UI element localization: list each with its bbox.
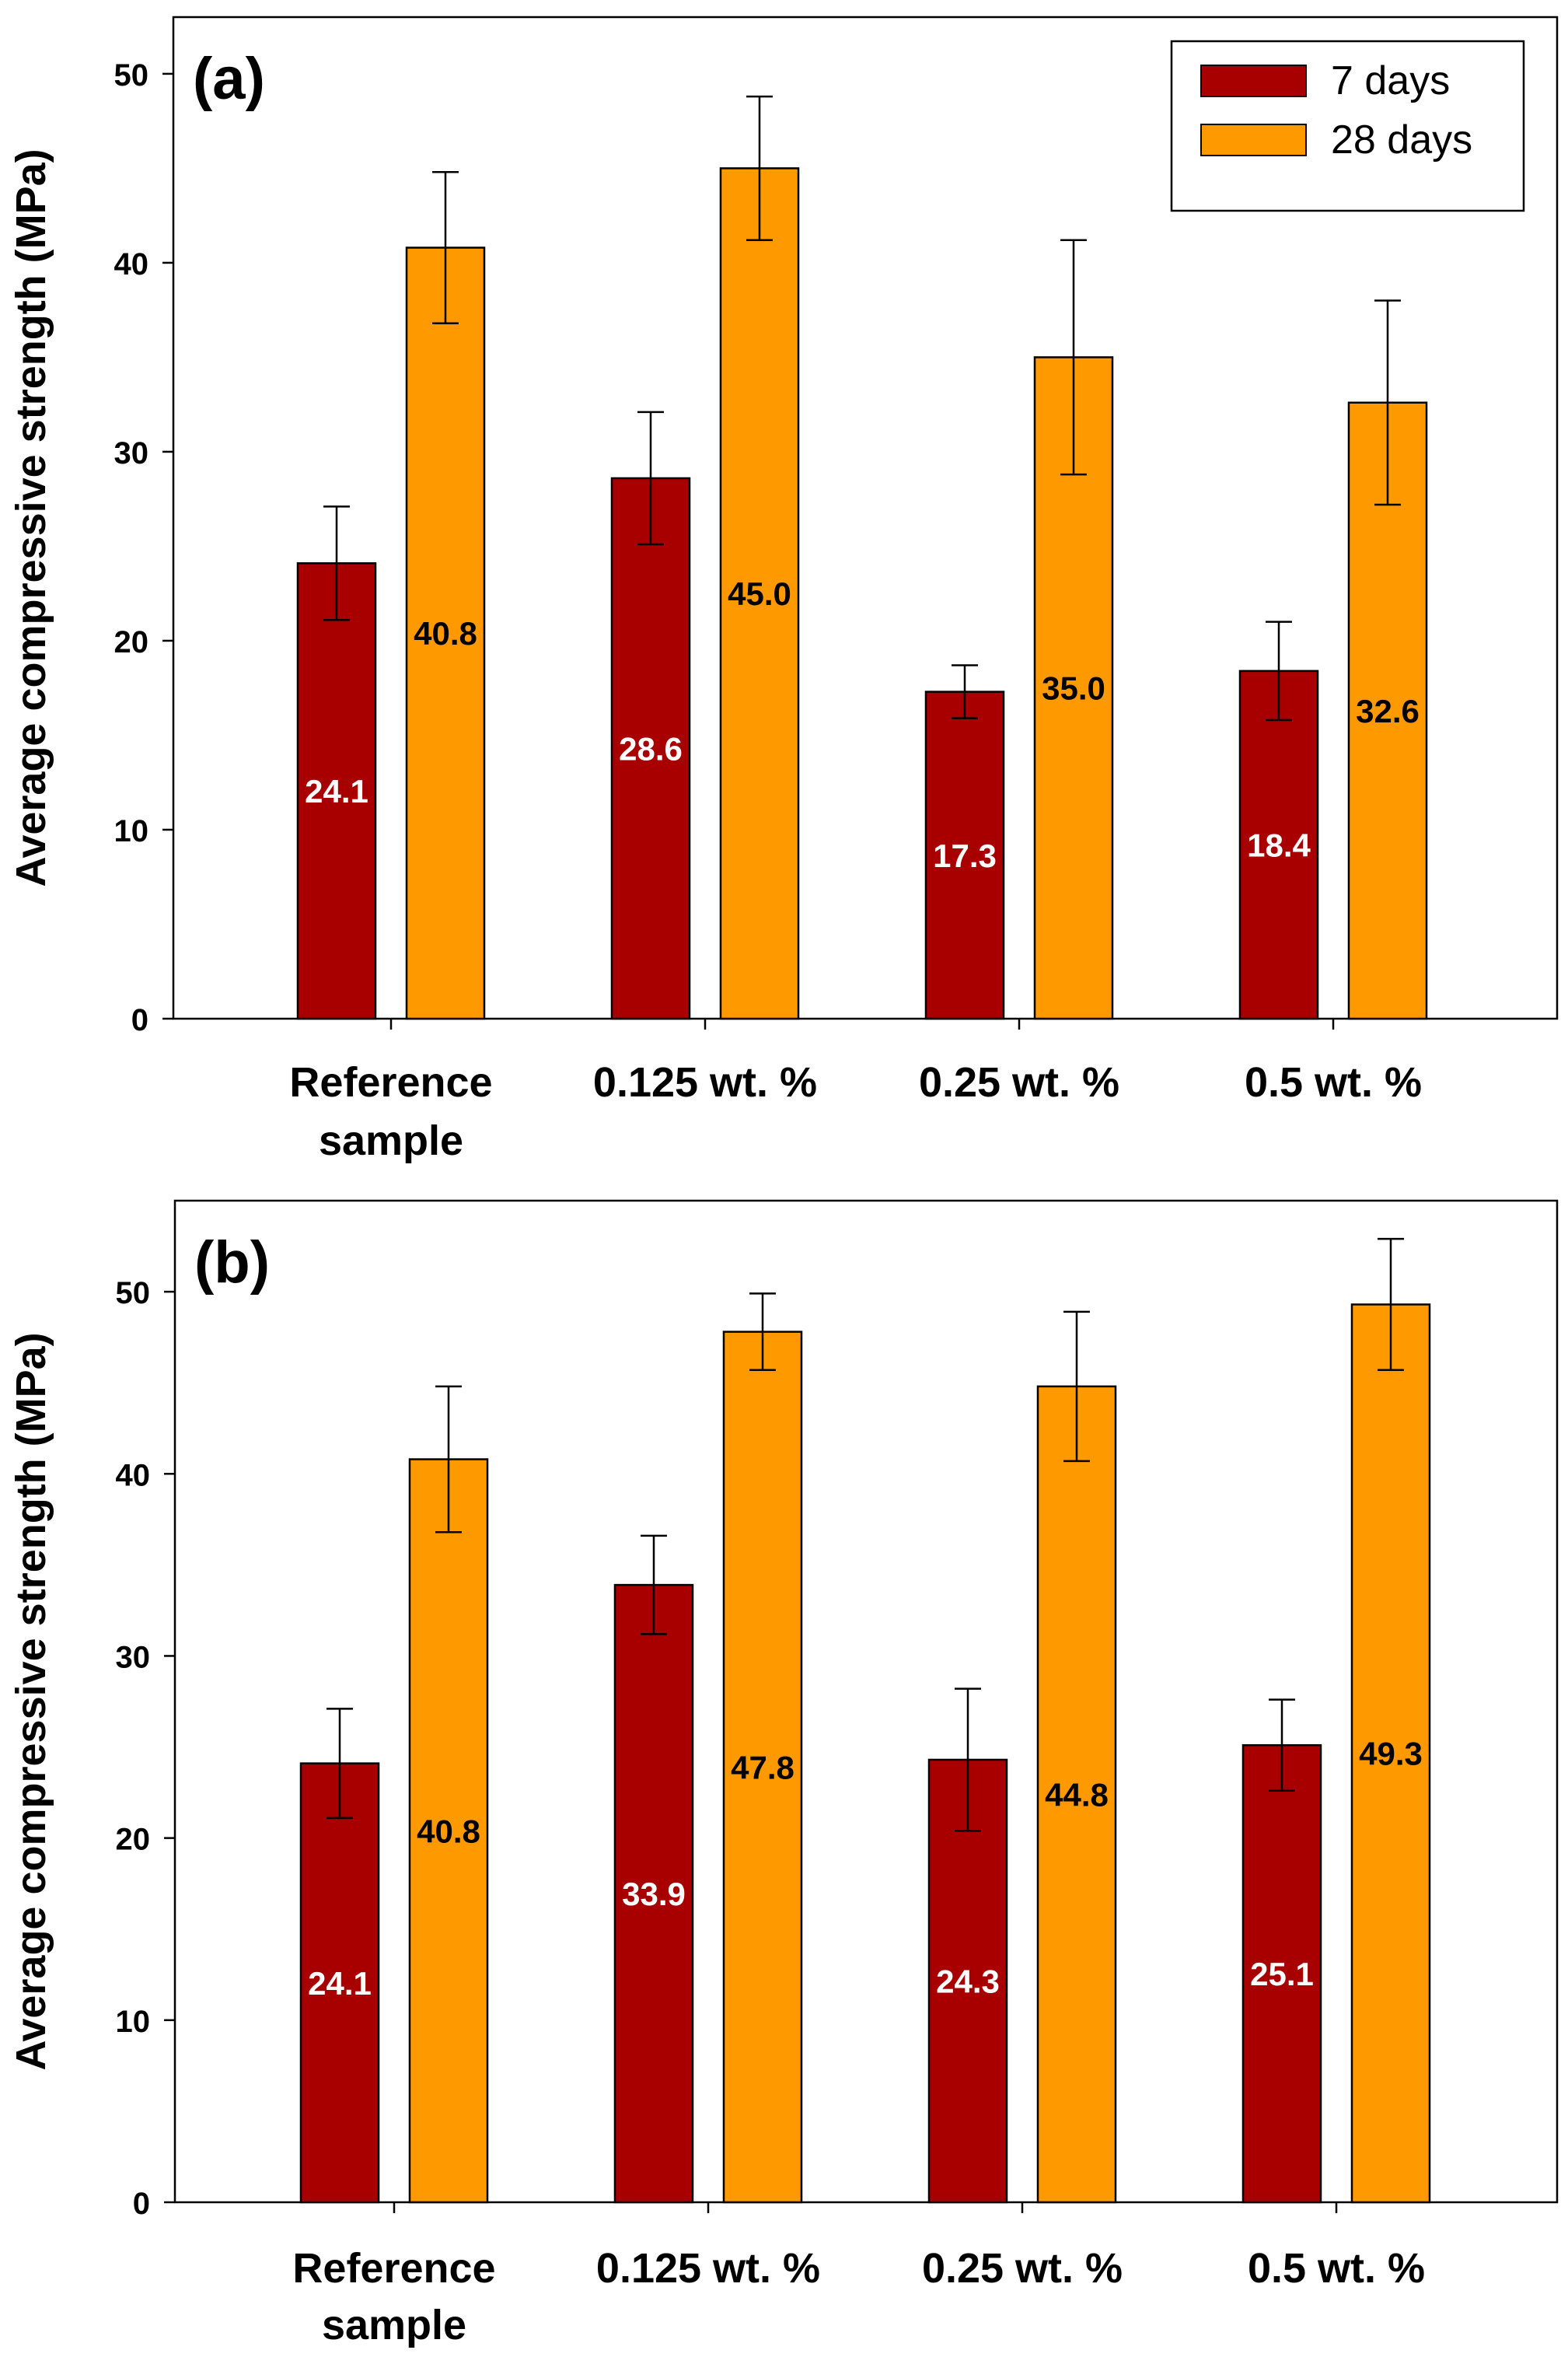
y-tick-label: 30: [114, 436, 149, 470]
y-axis-label: Average compressive strength (MPa): [8, 1332, 54, 2070]
plot-frame: [172, 16, 1559, 1020]
x-category-label: 0.5 wt. %: [1245, 1059, 1422, 1106]
bar-28-days: [405, 247, 486, 1020]
y-tick-label: 50: [116, 1276, 151, 1310]
y-tick-label: 0: [133, 2187, 150, 2221]
data-label-7-days: 33.9: [622, 1876, 686, 1912]
x-category-label: sample: [322, 2302, 466, 2348]
y-tick-label: 40: [116, 1458, 151, 1492]
y-tick-label: 20: [114, 625, 149, 659]
bar-28-days: [722, 1331, 803, 2204]
y-tick-label: 50: [114, 58, 149, 93]
data-label-28-days: 45.0: [728, 575, 791, 612]
x-category-label: 0.125 wt. %: [596, 2245, 820, 2292]
data-label-28-days: 47.8: [731, 1749, 794, 1785]
legend-label-28-days: 28 days: [1331, 117, 1472, 163]
data-label-7-days: 24.3: [936, 1963, 1000, 1999]
bar-7-days: [924, 691, 1005, 1020]
data-label-28-days: 40.8: [417, 1813, 480, 1849]
x-category-label: 0.125 wt. %: [593, 1059, 817, 1106]
x-category-label: Reference: [289, 1059, 492, 1106]
data-label-7-days: 18.4: [1247, 827, 1311, 863]
x-category-label: 0.5 wt. %: [1248, 2245, 1425, 2292]
y-axis-label: Average compressive strength (MPa): [8, 149, 54, 887]
bar-7-days: [1241, 1743, 1322, 2204]
bar-28-days: [719, 167, 800, 1020]
y-tick-label: 10: [114, 814, 149, 848]
bar-28-days: [408, 1458, 489, 2204]
panel-b: 0 10 20 30 40 50 Average compressive strength …: [8, 1199, 1559, 2348]
legend: 7 days 28 days: [1170, 40, 1525, 212]
plot-frame: [173, 1199, 1559, 2204]
y-tick-label: 20: [116, 1823, 151, 1857]
legend-label-7-days: 7 days: [1331, 58, 1450, 103]
bar-7-days: [610, 477, 691, 1020]
data-label-28-days: 44.8: [1045, 1776, 1109, 1813]
data-label-28-days: 35.0: [1042, 670, 1105, 707]
y-tick-label: 10: [116, 2005, 151, 2039]
data-label-28-days: 40.8: [414, 615, 477, 652]
legend-swatch-7-days: [1200, 65, 1307, 97]
x-category-label: 0.25 wt. %: [919, 1059, 1119, 1106]
bar-7-days: [296, 562, 377, 1020]
legend-swatch-28-days: [1200, 124, 1307, 156]
y-tick-label: 0: [131, 1003, 148, 1037]
data-label-7-days: 24.1: [305, 773, 368, 810]
bar-7-days: [927, 1758, 1008, 2204]
x-category-label: Reference: [292, 2245, 495, 2292]
data-label-7-days: 25.1: [1250, 1956, 1314, 1992]
panel-label: (a): [193, 46, 265, 112]
y-tick-label: 30: [116, 1640, 151, 1674]
bar-28-days: [1036, 1385, 1117, 2204]
data-label-7-days: 24.1: [308, 1965, 372, 2002]
data-label-28-days: 32.6: [1356, 693, 1420, 729]
data-label-7-days: 17.3: [933, 838, 997, 874]
y-tick-label: 40: [114, 247, 149, 282]
panel-label: (b): [194, 1229, 270, 1296]
bar-7-days: [613, 1583, 694, 2204]
x-category-label: 0.25 wt. %: [922, 2245, 1123, 2292]
data-label-7-days: 28.6: [619, 730, 683, 767]
bar-7-days: [1238, 670, 1319, 1020]
data-label-28-days: 49.3: [1359, 1736, 1423, 1772]
x-category-label: sample: [319, 1117, 463, 1164]
panel-a: 0 10 20 30 40 50 Average compressive strength …: [8, 16, 1559, 1164]
